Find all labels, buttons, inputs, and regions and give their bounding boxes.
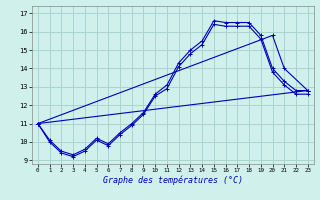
X-axis label: Graphe des températures (°C): Graphe des températures (°C) <box>103 176 243 185</box>
